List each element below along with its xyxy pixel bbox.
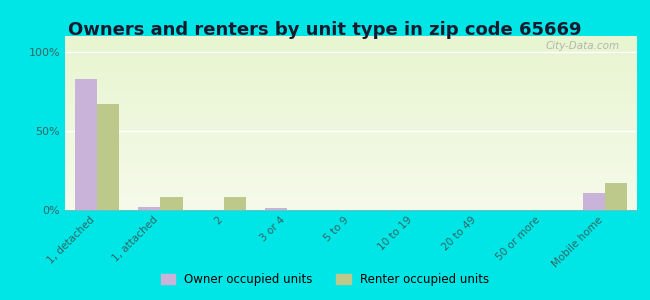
Text: City-Data.com: City-Data.com bbox=[546, 41, 620, 51]
Bar bbox=[138, 207, 161, 210]
Bar bbox=[265, 208, 287, 210]
Bar bbox=[161, 197, 183, 210]
Bar bbox=[583, 193, 605, 210]
Bar bbox=[605, 183, 627, 210]
Bar bbox=[75, 79, 97, 210]
Legend: Owner occupied units, Renter occupied units: Owner occupied units, Renter occupied un… bbox=[156, 269, 494, 291]
Bar bbox=[97, 104, 119, 210]
Bar bbox=[224, 197, 246, 210]
Text: Owners and renters by unit type in zip code 65669: Owners and renters by unit type in zip c… bbox=[68, 21, 582, 39]
